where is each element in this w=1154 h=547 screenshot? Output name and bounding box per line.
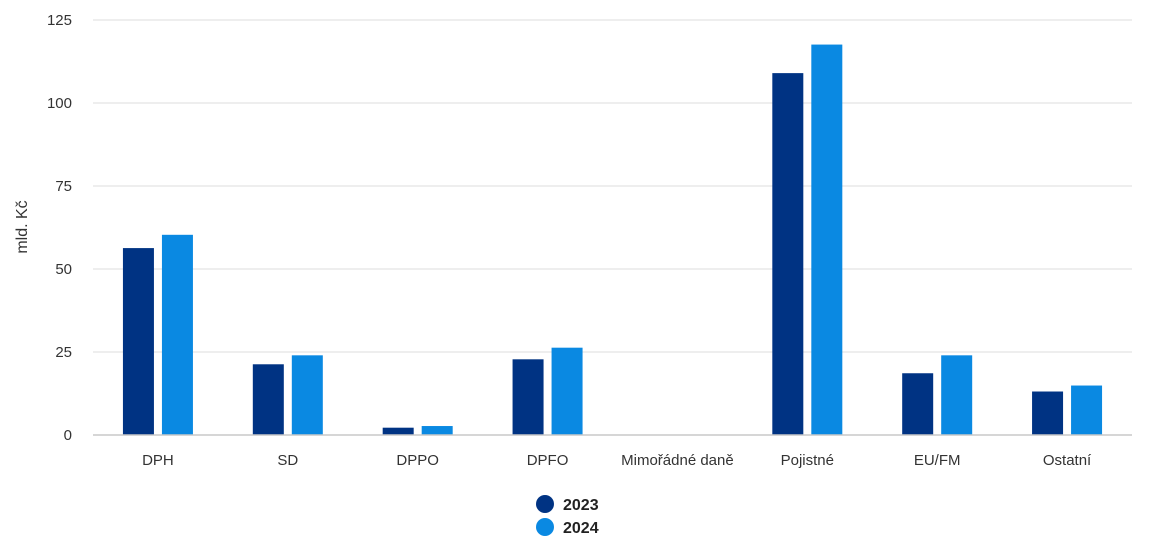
y-tick-label: 0	[64, 427, 72, 444]
x-category-label: Mimořádné daně	[621, 452, 734, 469]
y-tick-label: 75	[55, 178, 72, 195]
x-category-label: Pojistné	[781, 452, 834, 469]
x-category-label: DPH	[142, 452, 174, 469]
bar-2024-7[interactable]	[941, 355, 973, 435]
x-category-label: DPPO	[396, 452, 439, 469]
bar-2023-2[interactable]	[252, 364, 284, 435]
y-axis-title: mld. Kč	[14, 200, 31, 253]
bar-2024-4[interactable]	[551, 347, 583, 435]
y-tick-label: 25	[55, 344, 72, 361]
bars	[122, 44, 1103, 436]
gridlines	[93, 19, 1132, 353]
bar-2024-8[interactable]	[1071, 385, 1103, 435]
y-tick-label: 50	[55, 261, 72, 278]
x-category-label: SD	[277, 452, 298, 469]
legend-label[interactable]: 2024	[563, 520, 599, 537]
legend-marker-2023	[536, 495, 554, 513]
bar-2023-7[interactable]	[902, 373, 934, 435]
y-tick-label: 125	[47, 12, 72, 29]
bar-2023-1[interactable]	[122, 248, 154, 435]
x-category-label: Ostatní	[1043, 452, 1092, 469]
x-category-label: EU/FM	[914, 452, 961, 469]
bar-2024-1[interactable]	[161, 234, 193, 435]
bar-2024-6[interactable]	[811, 44, 843, 436]
y-tick-label: 100	[47, 95, 72, 112]
legend-marker-2024	[536, 518, 554, 536]
bar-2023-6[interactable]	[772, 73, 804, 436]
bar-2023-8[interactable]	[1032, 391, 1064, 435]
axes: 0 25 50 75 100 125 DPH SD DPPO DPFO Mimořádné daně…	[47, 12, 1132, 469]
bar-2024-2[interactable]	[291, 355, 323, 435]
bar-2023-3[interactable]	[382, 427, 414, 435]
x-category-label: DPFO	[527, 452, 569, 469]
legend[interactable]: 2023 2024	[536, 495, 599, 537]
bar-2023-4[interactable]	[512, 359, 544, 435]
bar-2024-3[interactable]	[421, 426, 453, 435]
legend-label[interactable]: 2023	[563, 497, 599, 514]
